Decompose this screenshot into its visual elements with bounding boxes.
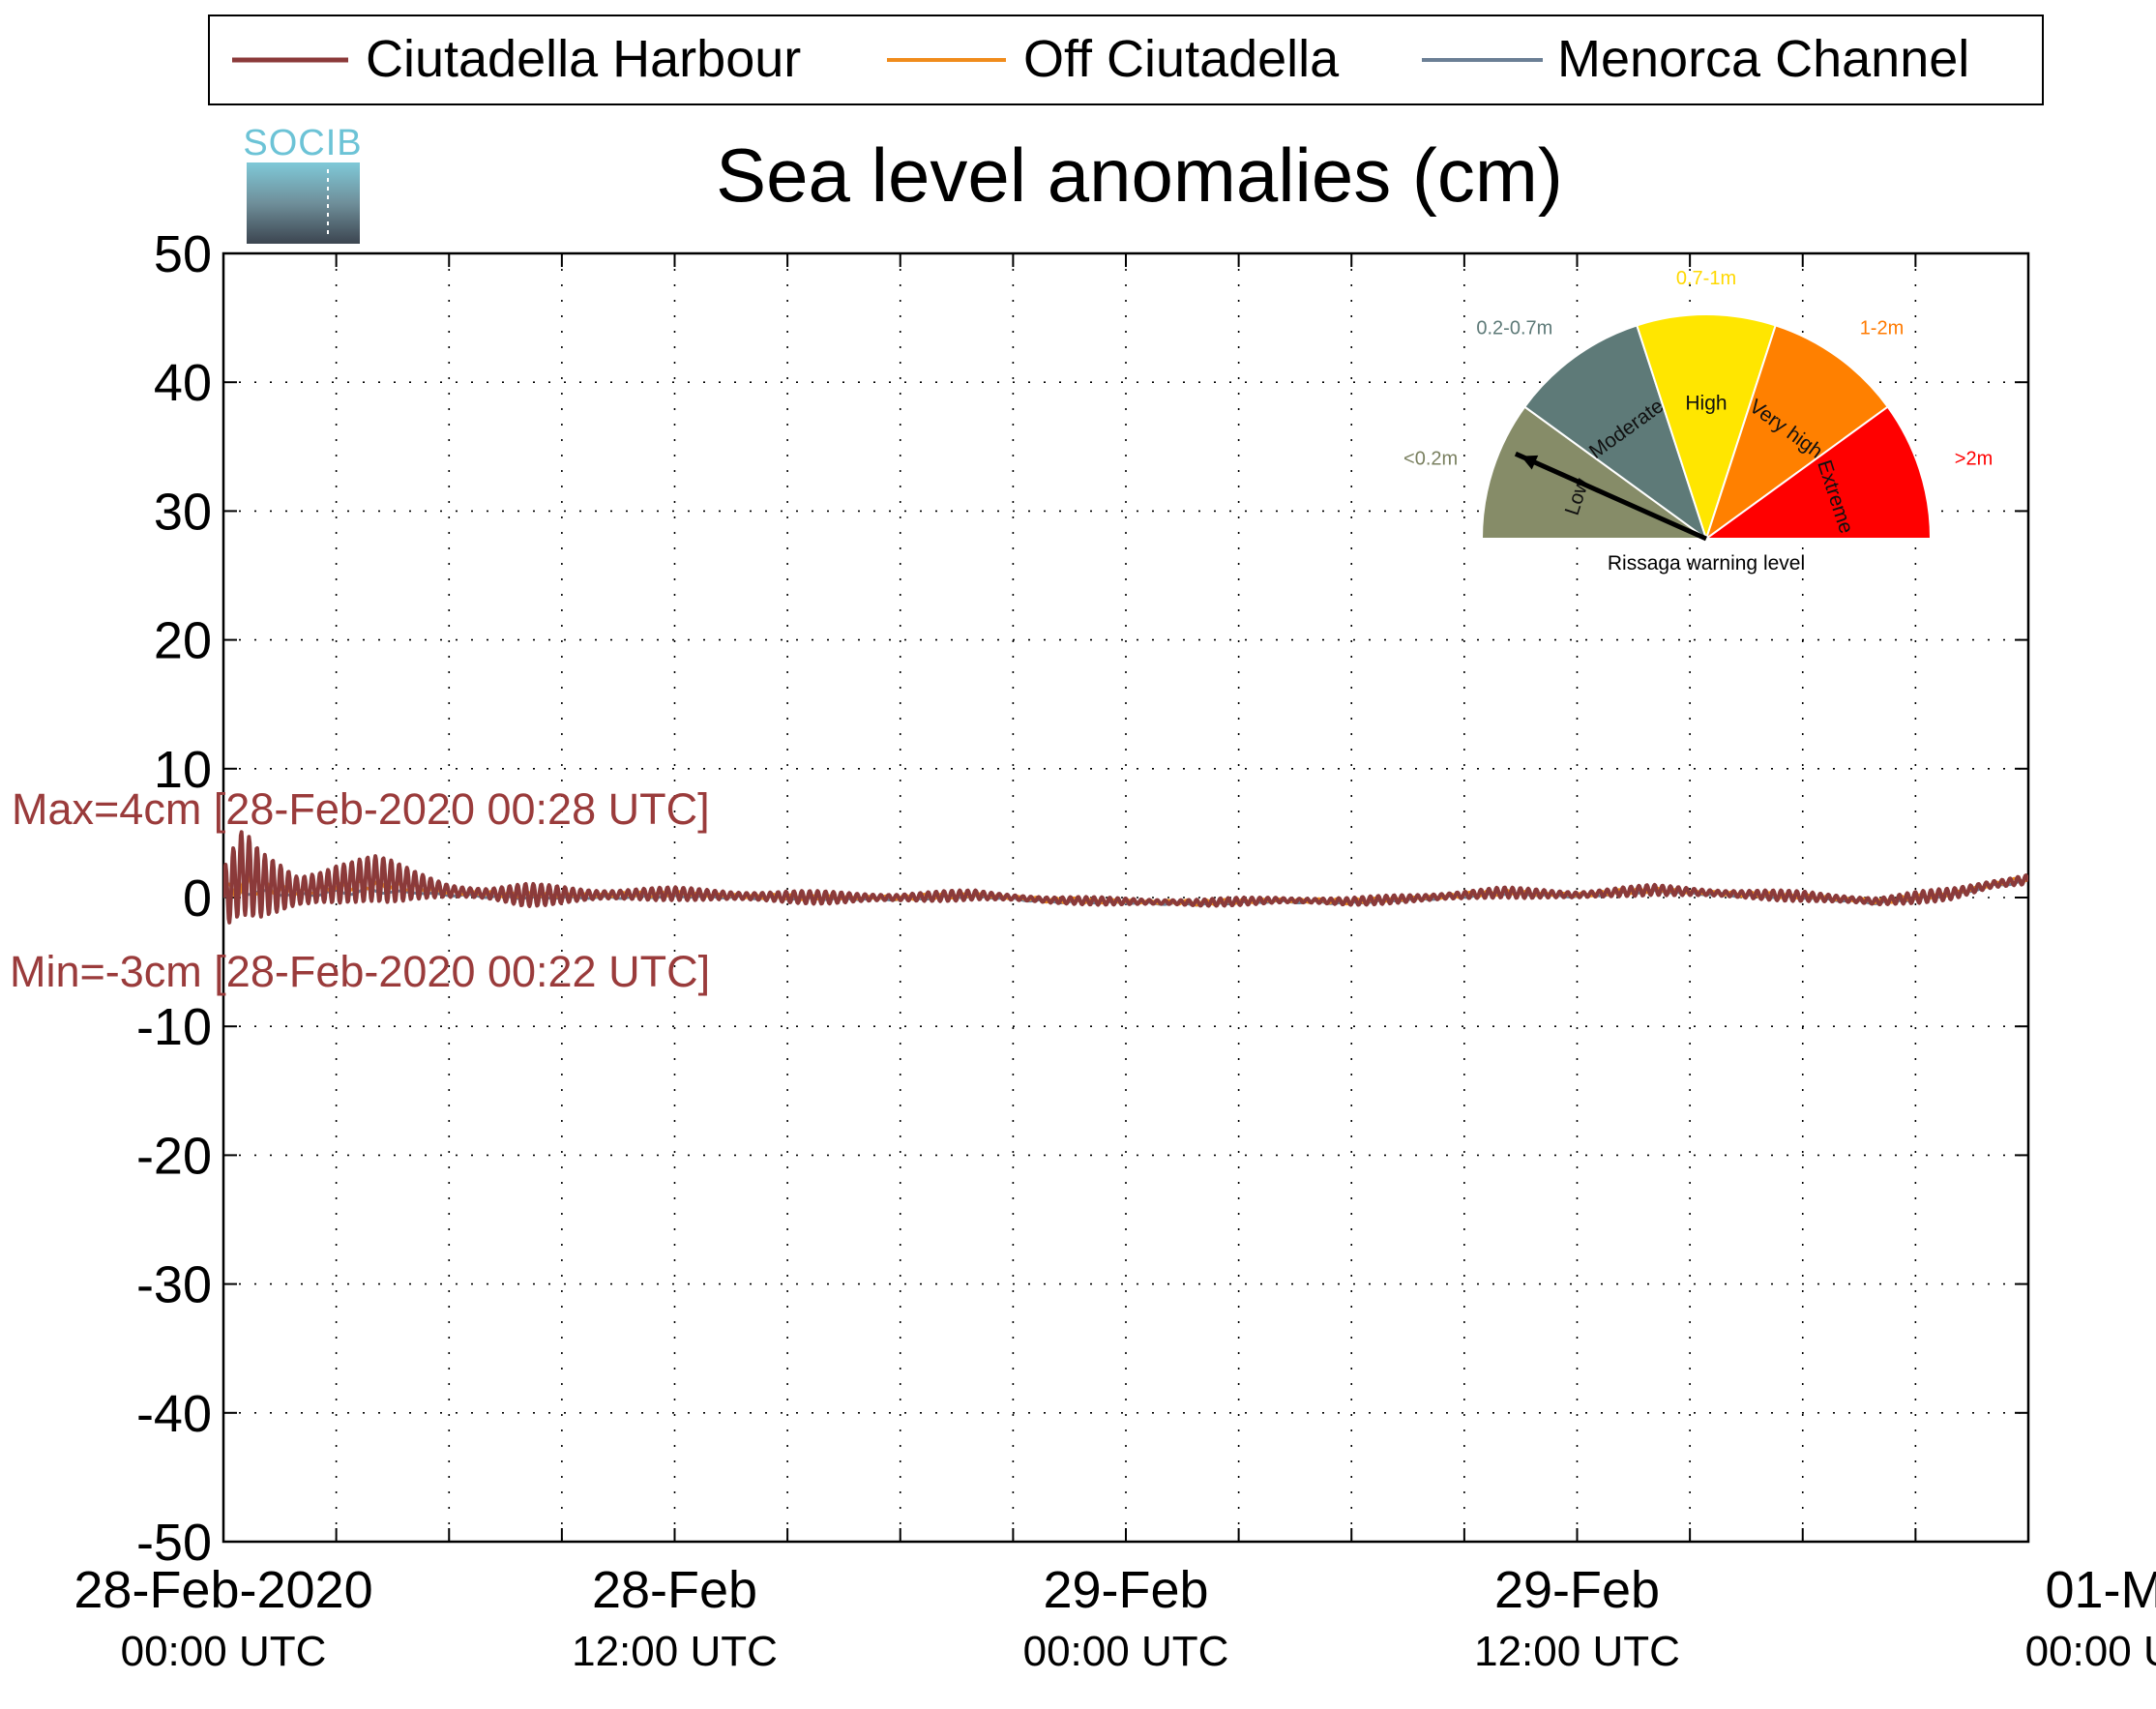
x-tick-label-date: 01-Mar bbox=[2045, 1561, 2156, 1619]
gauge-range-high: 0.7-1m bbox=[1676, 268, 1736, 289]
gauge-segment-low bbox=[1480, 405, 1710, 540]
gauge-needle-head bbox=[1521, 455, 1539, 470]
logo-text: SOCIB bbox=[243, 123, 362, 163]
series-line-ciutadella-harbour bbox=[223, 830, 2028, 925]
logo-wave-block bbox=[247, 162, 360, 244]
y-tick-label: 0 bbox=[183, 869, 212, 928]
y-tick-label: -20 bbox=[136, 1127, 212, 1185]
min-annotation: Min=-3cm [28-Feb-2020 00:22 UTC] bbox=[10, 947, 710, 996]
x-axis: 28-Feb-2020 00:00 UTC 28-Feb 12:00 UTC 29-Fe… bbox=[74, 253, 2156, 1675]
gauge-range-moderate: 0.2-0.7m bbox=[1476, 318, 1552, 339]
x-tick-label-time: 00:00 UTC bbox=[121, 1628, 327, 1675]
legend: Ciutadella Harbour Off Ciutadella Menorc… bbox=[208, 15, 2044, 105]
legend-label-menorca-channel: Menorca Channel bbox=[1557, 30, 1969, 88]
gauge-label-high: High bbox=[1685, 392, 1727, 414]
series-lines bbox=[223, 830, 2028, 925]
y-axis: 50 40 30 20 10 0 -10 -20 -30 -40 -50 bbox=[136, 225, 2028, 1572]
gauge-caption: Rissaga warning level bbox=[1608, 552, 1805, 575]
gauge-segment-high bbox=[1636, 313, 1777, 543]
x-tick-label-date: 29-Feb bbox=[1494, 1561, 1660, 1619]
x-tick-label-date: 28-Feb bbox=[592, 1561, 757, 1619]
gauge-needle bbox=[1514, 451, 1708, 542]
gauge-range-low: <0.2m bbox=[1403, 449, 1458, 470]
legend-label-ciutadella-harbour: Ciutadella Harbour bbox=[366, 30, 801, 88]
gauge-range-very-high: 1-2m bbox=[1860, 318, 1905, 339]
y-tick-label: -30 bbox=[136, 1256, 212, 1314]
chart-title: Sea level anomalies (cm) bbox=[716, 133, 1563, 218]
x-tick-label-time: 12:00 UTC bbox=[1474, 1628, 1680, 1675]
x-tick-label-time: 12:00 UTC bbox=[572, 1628, 778, 1675]
y-tick-label: 10 bbox=[154, 741, 212, 799]
legend-frame bbox=[208, 15, 2044, 105]
x-tick-label-date: 28-Feb-2020 bbox=[74, 1561, 372, 1619]
gauge-range-extreme: >2m bbox=[1955, 449, 1993, 470]
y-tick-label: -40 bbox=[136, 1385, 212, 1443]
y-tick-label: 50 bbox=[154, 225, 212, 283]
socib-logo: SOCIB bbox=[243, 123, 362, 244]
y-tick-label: -10 bbox=[136, 998, 212, 1056]
y-tick-label: 40 bbox=[154, 354, 212, 412]
y-tick-label: -50 bbox=[136, 1514, 212, 1572]
x-tick-label-date: 29-Feb bbox=[1043, 1561, 1208, 1619]
gauge-segment-very-high bbox=[1704, 324, 1890, 542]
x-tick-label-time: 00:00 UTC bbox=[2025, 1628, 2156, 1675]
y-tick-label: 30 bbox=[154, 483, 212, 541]
gauge-segment-extreme bbox=[1702, 405, 1933, 540]
y-tick-label: 20 bbox=[154, 612, 212, 670]
x-tick-label-time: 00:00 UTC bbox=[1023, 1628, 1229, 1675]
legend-label-off-ciutadella: Off Ciutadella bbox=[1023, 30, 1340, 88]
gauge-segment-moderate bbox=[1522, 324, 1708, 542]
max-annotation: Max=4cm [28-Feb-2020 00:28 UTC] bbox=[12, 784, 710, 834]
